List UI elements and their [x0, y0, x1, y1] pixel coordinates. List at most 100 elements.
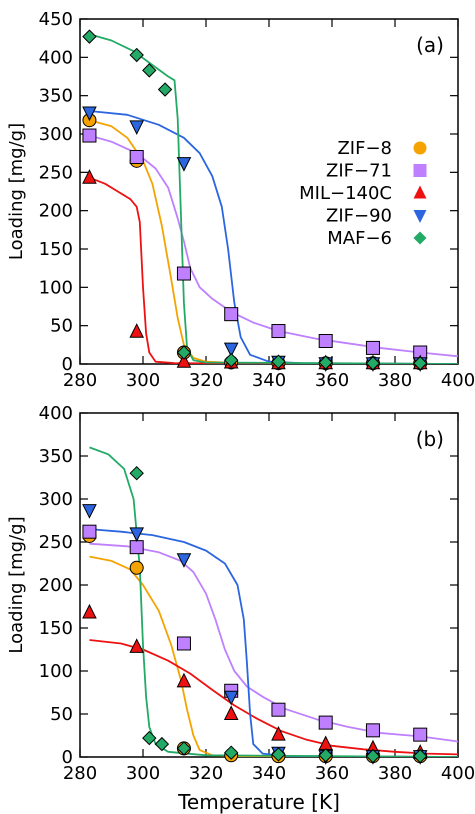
data-point-maf-6: [318, 355, 333, 370]
y-tick-label: 300: [39, 124, 73, 145]
data-point-zif-71: [176, 266, 191, 281]
y-tick-label: 200: [39, 201, 73, 222]
data-point-zif-71: [413, 727, 428, 742]
series-line-zif-71: [89, 542, 458, 743]
y-tick-label: 50: [50, 704, 73, 725]
series-line-zif-90: [89, 110, 458, 364]
x-tick-label: 360: [315, 763, 349, 784]
data-point-zif-71: [129, 150, 144, 164]
plot-frame: [79, 18, 459, 365]
data-point-maf-6: [365, 356, 381, 371]
data-point-zif-90: [82, 106, 97, 122]
legend-label: MIL−140C: [299, 183, 392, 204]
x-tick-label: 320: [189, 370, 223, 391]
data-point-zif-90: [129, 527, 145, 543]
data-point-zif-71: [271, 702, 286, 717]
data-point-zif-71: [176, 636, 191, 651]
data-point-zif-71: [82, 524, 97, 539]
data-point-mil-140c: [82, 603, 97, 619]
data-point-zif-90: [176, 553, 192, 568]
data-point-mil-140c: [129, 323, 145, 338]
x-tick-label: 280: [63, 370, 97, 391]
data-point-zif-90: [223, 690, 239, 706]
data-point-maf-6: [82, 29, 97, 44]
x-tick-label: 380: [378, 370, 412, 391]
data-point-maf-6: [271, 354, 286, 369]
y-tick-label: 100: [39, 277, 73, 298]
data-point-zif-71: [129, 540, 144, 555]
data-point-mil-140c: [176, 353, 192, 368]
legend-marker: [413, 164, 427, 177]
y-tick-label: 350: [39, 86, 73, 107]
series-line-maf-6: [89, 446, 458, 757]
y-tick-label: 0: [62, 747, 73, 768]
panel-b: 280 300 320 340 360 380 400 0 50 100 150 200 250 300 3…: [6, 403, 475, 784]
x-axis-label: Temperature [K]: [177, 790, 340, 814]
y-tick-label: 200: [39, 575, 73, 596]
data-point-zif-71: [271, 324, 286, 339]
data-point-maf-6: [271, 747, 286, 762]
y-tick-label: 100: [39, 661, 73, 682]
data-point-zif-90: [129, 120, 145, 135]
panel-label: (b): [416, 427, 444, 451]
series-line-zif-71: [89, 134, 458, 358]
x-tick-label: 400: [441, 370, 475, 391]
markers: [82, 465, 428, 765]
data-point-mil-140c: [271, 726, 286, 741]
data-point-zif-8: [129, 560, 144, 575]
data-point-maf-6: [129, 465, 144, 481]
data-point-maf-6: [129, 47, 144, 63]
legend-marker: [413, 231, 427, 245]
x-tick-label: 320: [189, 763, 223, 784]
y-tick-label: 300: [39, 489, 73, 510]
legend-label: ZIF−90: [326, 206, 392, 227]
x-tick-label: 400: [441, 763, 475, 784]
y-tick-label: 0: [62, 354, 73, 375]
y-axis-label: Loading [mg/g]: [6, 516, 27, 653]
y-tick-label: 50: [50, 316, 73, 337]
data-point-zif-71: [318, 334, 333, 348]
series-line-zif-90: [89, 528, 458, 757]
curves: [89, 33, 458, 364]
data-point-maf-6: [176, 345, 192, 360]
y-tick-label: 400: [39, 403, 73, 424]
legend-label: ZIF−71: [326, 161, 392, 182]
data-point-zif-90: [176, 157, 192, 172]
y-tick-label: 150: [39, 239, 73, 260]
data-point-maf-6: [223, 745, 239, 760]
legend-marker: [413, 185, 427, 199]
data-point-maf-6: [142, 730, 157, 746]
data-point-zif-90: [223, 342, 239, 358]
data-point-mil-140c: [82, 169, 97, 184]
data-point-zif-71: [318, 715, 333, 730]
data-point-maf-6: [142, 63, 157, 78]
legend-marker: [413, 141, 427, 155]
data-point-maf-6: [412, 356, 428, 371]
data-point-mil-140c: [129, 638, 145, 653]
y-tick-label: 150: [39, 618, 73, 639]
series-line-mil-140c: [89, 639, 458, 756]
x-tick-label: 300: [126, 370, 160, 391]
data-point-zif-71: [365, 723, 380, 738]
x-tick-label: 280: [63, 763, 97, 784]
data-point-maf-6: [154, 736, 170, 752]
x-tick-label: 380: [378, 763, 412, 784]
legend-marker: [413, 210, 427, 223]
panel-a: 280 300 320 340 360 380 400 0 50 100 150 200 250 300 3…: [6, 9, 475, 391]
y-axis-label: Loading [mg/g]: [6, 123, 27, 260]
y-tick-label: 350: [39, 446, 73, 467]
data-point-maf-6: [157, 82, 173, 97]
legend-label: ZIF−8: [337, 138, 392, 159]
data-point-maf-6: [365, 748, 381, 764]
markers: [82, 29, 428, 372]
data-point-mil-140c: [176, 672, 192, 688]
x-tick-label: 360: [315, 370, 349, 391]
y-tick-label: 250: [39, 532, 73, 553]
data-point-zif-71: [82, 128, 97, 143]
x-tick-label: 340: [252, 370, 286, 391]
y-tick-label: 400: [39, 47, 73, 68]
data-point-zif-71: [224, 307, 239, 322]
legend-label: MAF−6: [327, 228, 392, 249]
